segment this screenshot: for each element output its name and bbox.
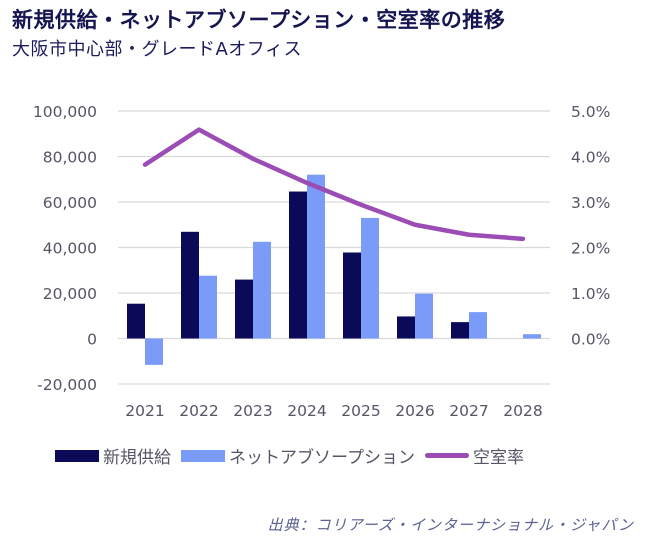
- right-tick-label: 3.0%: [571, 194, 610, 212]
- vacancy-line: [142, 127, 526, 242]
- legend-swatch-absorption: [181, 449, 225, 462]
- left-tick-label: 60,000: [43, 194, 97, 212]
- right-tick-label: 2.0%: [571, 240, 610, 258]
- left-axis-ticks: 100,000 80,000 60,000 40,000 20,000 0 -20,000: [33, 103, 97, 394]
- supply-bar: [343, 252, 361, 339]
- legend-item-absorption: ネットアブソープション: [181, 443, 415, 468]
- right-tick-label: 5.0%: [571, 103, 610, 121]
- x-tick-label: 2022: [179, 402, 218, 420]
- vacancy-line-group: [142, 127, 526, 242]
- absorption-bar: [523, 334, 541, 339]
- supply-bar: [127, 303, 145, 339]
- left-tick-label: 80,000: [43, 149, 97, 167]
- supply-bar: [397, 316, 415, 339]
- legend-swatch-supply: [55, 449, 99, 462]
- legend-swatch-vacancy: [424, 453, 469, 458]
- chart-subtitle: 大阪市中心部・グレードAオフィス: [12, 39, 302, 60]
- right-tick-label: 0.0%: [571, 331, 610, 349]
- supply-bar: [289, 191, 307, 339]
- x-tick-label: 2025: [341, 402, 380, 420]
- absorption-bar: [253, 241, 271, 339]
- bars: [127, 174, 541, 365]
- chart-title: 新規供給・ネットアブソープション・空室率の推移: [12, 8, 506, 32]
- legend: 新規供給 ネットアブソープション 空室率: [55, 443, 534, 468]
- left-tick-label: 20,000: [43, 285, 97, 303]
- supply-bar: [235, 279, 253, 339]
- left-tick-label: 100,000: [33, 103, 97, 121]
- supply-bar: [451, 322, 469, 339]
- legend-label-vacancy: 空室率: [472, 448, 524, 468]
- absorption-bar: [469, 312, 487, 339]
- x-axis-ticks: 2021 2022 2023 2024 2025 2026 2027 2028: [125, 402, 542, 420]
- x-tick-label: 2028: [503, 402, 542, 420]
- left-tick-label: -20,000: [37, 376, 97, 394]
- legend-item-vacancy: 空室率: [424, 443, 524, 468]
- absorption-bar: [199, 275, 217, 339]
- right-axis-ticks: 5.0% 4.0% 3.0% 2.0% 1.0% 0.0%: [571, 103, 610, 349]
- legend-item-supply: 新規供給: [55, 443, 171, 468]
- x-tick-label: 2026: [395, 402, 434, 420]
- source-note: 出典：コリアーズ・インターナショナル・ジャパン: [267, 516, 634, 534]
- absorption-bar: [361, 217, 379, 339]
- left-tick-label: 0: [87, 331, 97, 349]
- right-tick-label: 1.0%: [571, 285, 610, 303]
- right-tick-label: 4.0%: [571, 149, 610, 167]
- absorption-bar: [307, 174, 325, 339]
- absorption-bar: [145, 338, 163, 365]
- legend-label-supply: 新規供給: [103, 448, 171, 468]
- supply-bar: [181, 231, 199, 339]
- x-tick-label: 2023: [233, 402, 272, 420]
- absorption-bar: [415, 293, 433, 339]
- x-tick-label: 2021: [125, 402, 164, 420]
- x-tick-label: 2027: [449, 402, 488, 420]
- legend-label-absorption: ネットアブソープション: [229, 448, 415, 468]
- x-tick-label: 2024: [287, 402, 326, 420]
- left-tick-label: 40,000: [43, 240, 97, 258]
